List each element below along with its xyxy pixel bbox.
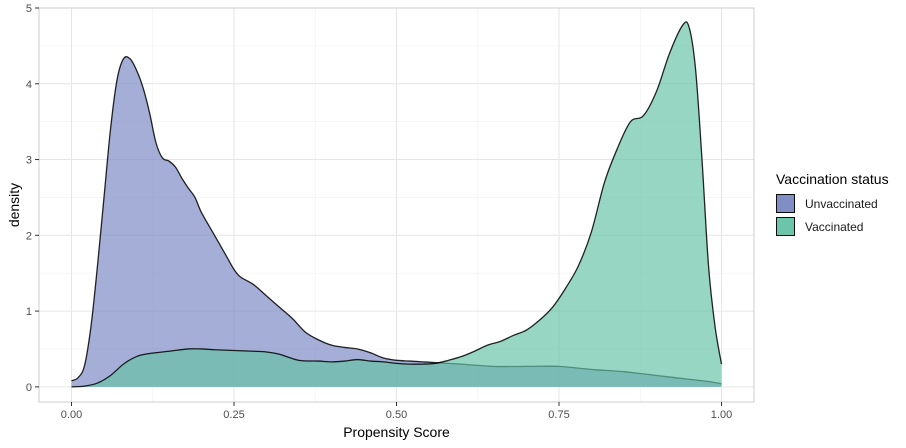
x-tick-label: 0.50	[386, 409, 407, 421]
density-areas	[71, 21, 723, 388]
legend-key-unvaccinated	[776, 194, 795, 213]
y-tick-label: 1	[26, 306, 32, 318]
y-tick-label: 0	[26, 382, 32, 394]
legend-label-unvaccinated: Unvaccinated	[805, 196, 878, 211]
legend-label-vaccinated: Vaccinated	[805, 219, 864, 234]
legend-key-vaccinated	[776, 217, 795, 236]
legend-title: Vaccination status	[776, 171, 889, 187]
y-tick-label: 2	[26, 230, 32, 242]
x-tick-label: 0.75	[548, 409, 569, 421]
y-tick-label: 4	[26, 79, 32, 91]
y-axis-title: density	[6, 183, 22, 227]
x-tick-label: 1.00	[711, 409, 732, 421]
y-tick-label: 3	[26, 155, 32, 167]
y-tick-label: 5	[26, 3, 32, 15]
density-area-vaccinated	[71, 21, 722, 387]
legend: Vaccination status Unvaccinated Vaccinat…	[776, 171, 889, 238]
x-axis-title: Propensity Score	[343, 424, 450, 440]
density-line-vaccinated	[71, 21, 723, 388]
x-tick-label: 0.25	[223, 409, 244, 421]
legend-item-unvaccinated: Unvaccinated	[776, 192, 889, 215]
axis-ticks: 0.00 0.25 0.50 0.75 1.00 0 1 2 3 4 5	[26, 3, 732, 421]
legend-item-vaccinated: Vaccinated	[776, 215, 889, 238]
density-area-unvaccinated	[71, 56, 722, 387]
x-tick-label: 0.00	[61, 409, 82, 421]
